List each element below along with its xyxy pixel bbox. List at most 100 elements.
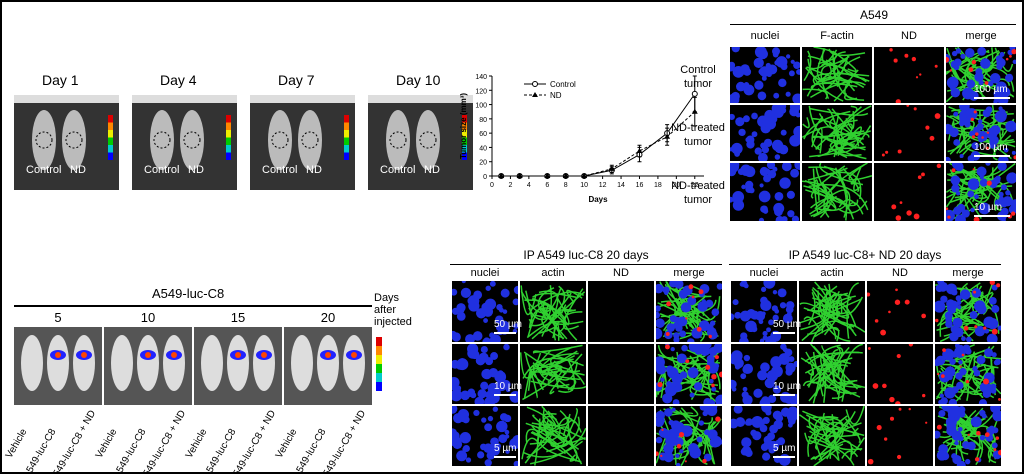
image-tile xyxy=(935,281,1001,342)
scale-bar xyxy=(974,97,1010,99)
dot xyxy=(896,454,902,460)
image-tile xyxy=(867,281,933,342)
scale-bar xyxy=(494,456,516,458)
colorbar-seg xyxy=(462,145,467,153)
image-tile xyxy=(867,406,933,466)
nucleus xyxy=(978,399,988,404)
nucleus xyxy=(671,407,676,412)
dot xyxy=(974,325,978,329)
y-tick-label: 20 xyxy=(479,160,487,167)
dot xyxy=(889,396,895,403)
nucleus xyxy=(754,147,762,155)
nucleus xyxy=(1008,205,1016,214)
mouse-image xyxy=(14,95,119,190)
fiber xyxy=(523,370,532,399)
fiber xyxy=(852,427,859,436)
nucleus xyxy=(792,93,800,103)
mouse xyxy=(47,335,69,391)
column-header: nuclei xyxy=(750,30,780,42)
dot xyxy=(984,432,990,437)
nucleus xyxy=(979,174,984,180)
nucleus xyxy=(937,281,944,285)
nucleus xyxy=(697,301,708,312)
nucleus xyxy=(687,296,697,306)
mouse-image xyxy=(250,95,355,190)
nucleus xyxy=(676,462,681,466)
fiber xyxy=(532,292,577,298)
nucleus xyxy=(730,113,735,120)
nucleus xyxy=(768,319,774,326)
nucleus xyxy=(765,409,772,416)
colorbar-seg xyxy=(108,145,113,153)
dot xyxy=(665,344,670,350)
point xyxy=(581,173,588,178)
scale-label: 100 µm xyxy=(974,84,1008,95)
dot xyxy=(991,328,998,335)
group-label: ND xyxy=(188,164,204,176)
day-label: 15 xyxy=(230,310,246,325)
mouse xyxy=(291,335,313,391)
dot xyxy=(665,332,670,336)
dot xyxy=(975,132,979,136)
nucleus xyxy=(677,316,688,327)
roi xyxy=(419,131,437,149)
nucleus xyxy=(706,359,715,367)
nucleus xyxy=(757,370,768,381)
nucleus xyxy=(772,314,779,322)
dot xyxy=(891,204,897,210)
fiber xyxy=(850,177,858,185)
dot xyxy=(685,359,690,364)
column-header: ND xyxy=(613,267,629,279)
nucleus xyxy=(462,444,470,453)
colorbar-seg xyxy=(344,122,349,130)
x-tick-label: 4 xyxy=(527,182,531,189)
dot xyxy=(929,135,935,141)
dot xyxy=(656,451,659,457)
nucleus xyxy=(676,353,687,364)
colorbar-seg xyxy=(376,346,382,355)
dot xyxy=(919,73,922,76)
mouse xyxy=(163,335,185,391)
image-tile xyxy=(799,406,865,466)
signal-core xyxy=(81,352,87,358)
image-tile xyxy=(802,105,872,161)
fiber xyxy=(810,443,844,460)
fiber xyxy=(520,285,537,316)
nucleus xyxy=(752,431,762,441)
nucleus xyxy=(452,332,461,342)
fiber xyxy=(841,450,859,459)
nucleus xyxy=(761,75,767,81)
nucleus xyxy=(746,309,756,319)
mouse xyxy=(268,110,292,170)
nucleus xyxy=(704,453,710,459)
nucleus xyxy=(688,344,700,353)
nucleus xyxy=(767,432,776,441)
nucleus xyxy=(762,452,771,461)
nucleus xyxy=(762,335,768,341)
nucleus xyxy=(984,348,993,358)
dot xyxy=(688,284,694,290)
nucleus xyxy=(977,48,983,54)
panel-title: A549 xyxy=(860,8,889,22)
dot xyxy=(908,344,914,347)
nucleus xyxy=(734,151,740,157)
fiber xyxy=(803,316,820,329)
dot xyxy=(1011,48,1016,55)
dot xyxy=(967,433,970,436)
x-tick-label: 6 xyxy=(545,182,549,189)
colorbar-seg xyxy=(462,130,467,138)
fiber xyxy=(828,48,866,57)
nucleus xyxy=(793,61,800,69)
nucleus xyxy=(774,191,784,201)
nucleus xyxy=(735,117,745,127)
nucleus xyxy=(772,166,778,172)
colorbar-seg xyxy=(226,115,231,123)
dot xyxy=(906,105,910,107)
dot xyxy=(882,383,887,389)
mouse xyxy=(111,335,133,391)
nucleus xyxy=(487,415,494,422)
nucleus xyxy=(465,334,476,342)
dot xyxy=(946,56,950,63)
nucleus xyxy=(754,80,764,90)
point xyxy=(664,133,671,139)
